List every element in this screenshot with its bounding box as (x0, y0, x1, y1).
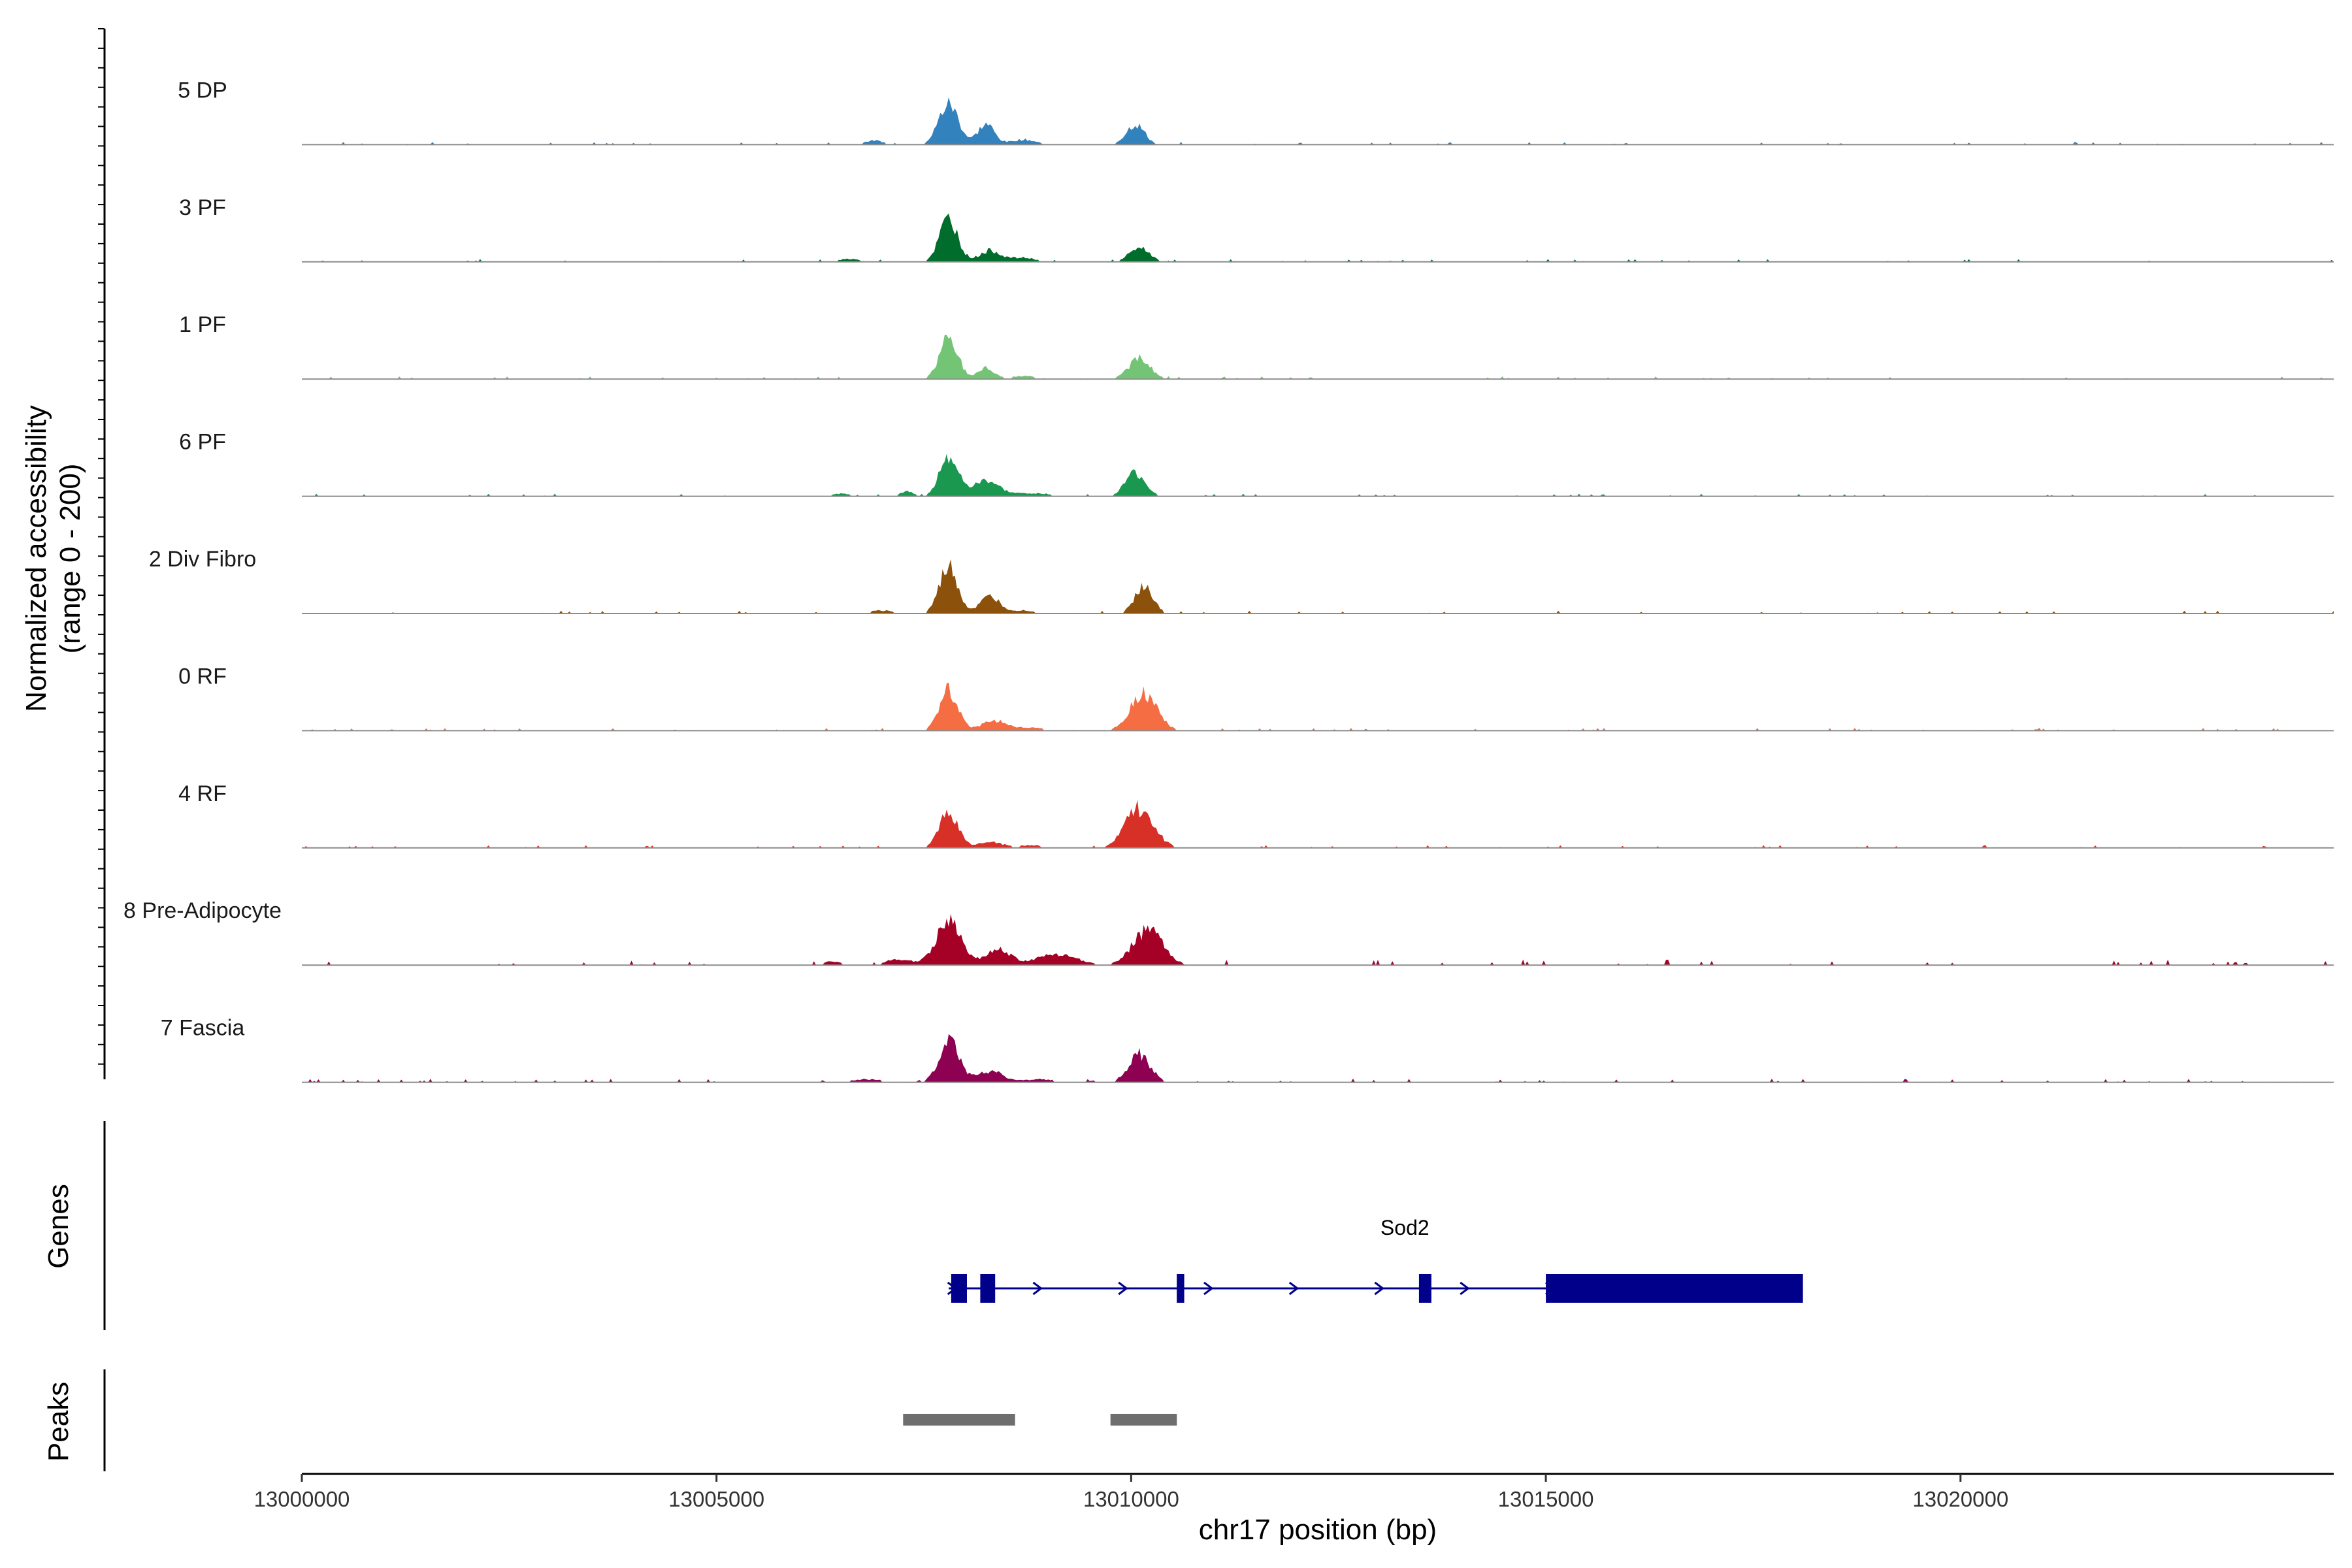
coverage-y-axis-ticks (98, 28, 105, 1065)
x-tick-label: 13000000 (254, 1487, 350, 1511)
track-label: 1 PF (179, 312, 226, 337)
genes-panel-title: Genes (42, 1184, 74, 1269)
track-6-pf: 6 PF (179, 430, 2334, 497)
x-axis-title: chr17 position (bp) (1199, 1514, 1437, 1546)
x-tick-label: 13020000 (1912, 1487, 2008, 1511)
gene-exon (1546, 1274, 1803, 1303)
gene-exon (980, 1274, 996, 1303)
track-1-pf: 1 PF (179, 312, 2334, 380)
peak-regions (903, 1414, 1177, 1426)
track-label: 0 RF (178, 664, 227, 689)
track-label: 6 PF (179, 430, 226, 455)
peak-region (903, 1414, 1015, 1426)
gene-exon (951, 1274, 967, 1303)
strand-arrow (1288, 1281, 1299, 1296)
track-label: 8 Pre-Adipocyte (123, 898, 282, 923)
x-axis-ticks: 13000000 13005000 13010000 13015000 13020000 (254, 1474, 2008, 1511)
x-tick-label: 13010000 (1083, 1487, 1179, 1511)
gene-exon (1177, 1274, 1184, 1303)
strand-arrow (1374, 1281, 1384, 1296)
strand-arrow (1032, 1281, 1043, 1296)
strand-arrow (1118, 1281, 1128, 1296)
track-2-div-fibro: 2 Div Fibro (149, 547, 2334, 614)
x-tick-label: 13005000 (668, 1487, 764, 1511)
track-label: 7 Fascia (161, 1016, 245, 1041)
track-label: 2 Div Fibro (149, 547, 256, 572)
peaks-panel-title: Peaks (42, 1382, 74, 1462)
track-label: 4 RF (178, 781, 227, 806)
strand-arrow (1203, 1281, 1214, 1296)
track-3-pf: 3 PF (179, 195, 2334, 263)
y-axis-title: Normalized accessibility (20, 405, 52, 711)
x-tick-label: 13015000 (1498, 1487, 1594, 1511)
gene-exon (1418, 1274, 1431, 1303)
coverage-tracks: 5 DP 3 PF 1 PF 6 PF 2 Div Fibro 0 RF 4 RF 8 Pre… (123, 78, 2334, 1083)
track-7-fascia: 7 Fascia (161, 1016, 2334, 1083)
gene-model-sod2 (947, 1274, 1803, 1303)
track-0-rf: 0 RF (178, 664, 2334, 732)
track-label: 5 DP (178, 78, 227, 103)
y-axis-subtitle: (range 0 - 200) (54, 463, 86, 653)
strand-arrow (1460, 1281, 1470, 1296)
peak-region (1110, 1414, 1177, 1426)
track-5-dp: 5 DP (178, 78, 2334, 146)
track-4-rf: 4 RF (178, 781, 2334, 849)
track-8-pre-adipocyte: 8 Pre-Adipocyte (123, 898, 2334, 966)
gene-label: Sod2 (1380, 1216, 1429, 1239)
track-label: 3 PF (179, 195, 226, 220)
